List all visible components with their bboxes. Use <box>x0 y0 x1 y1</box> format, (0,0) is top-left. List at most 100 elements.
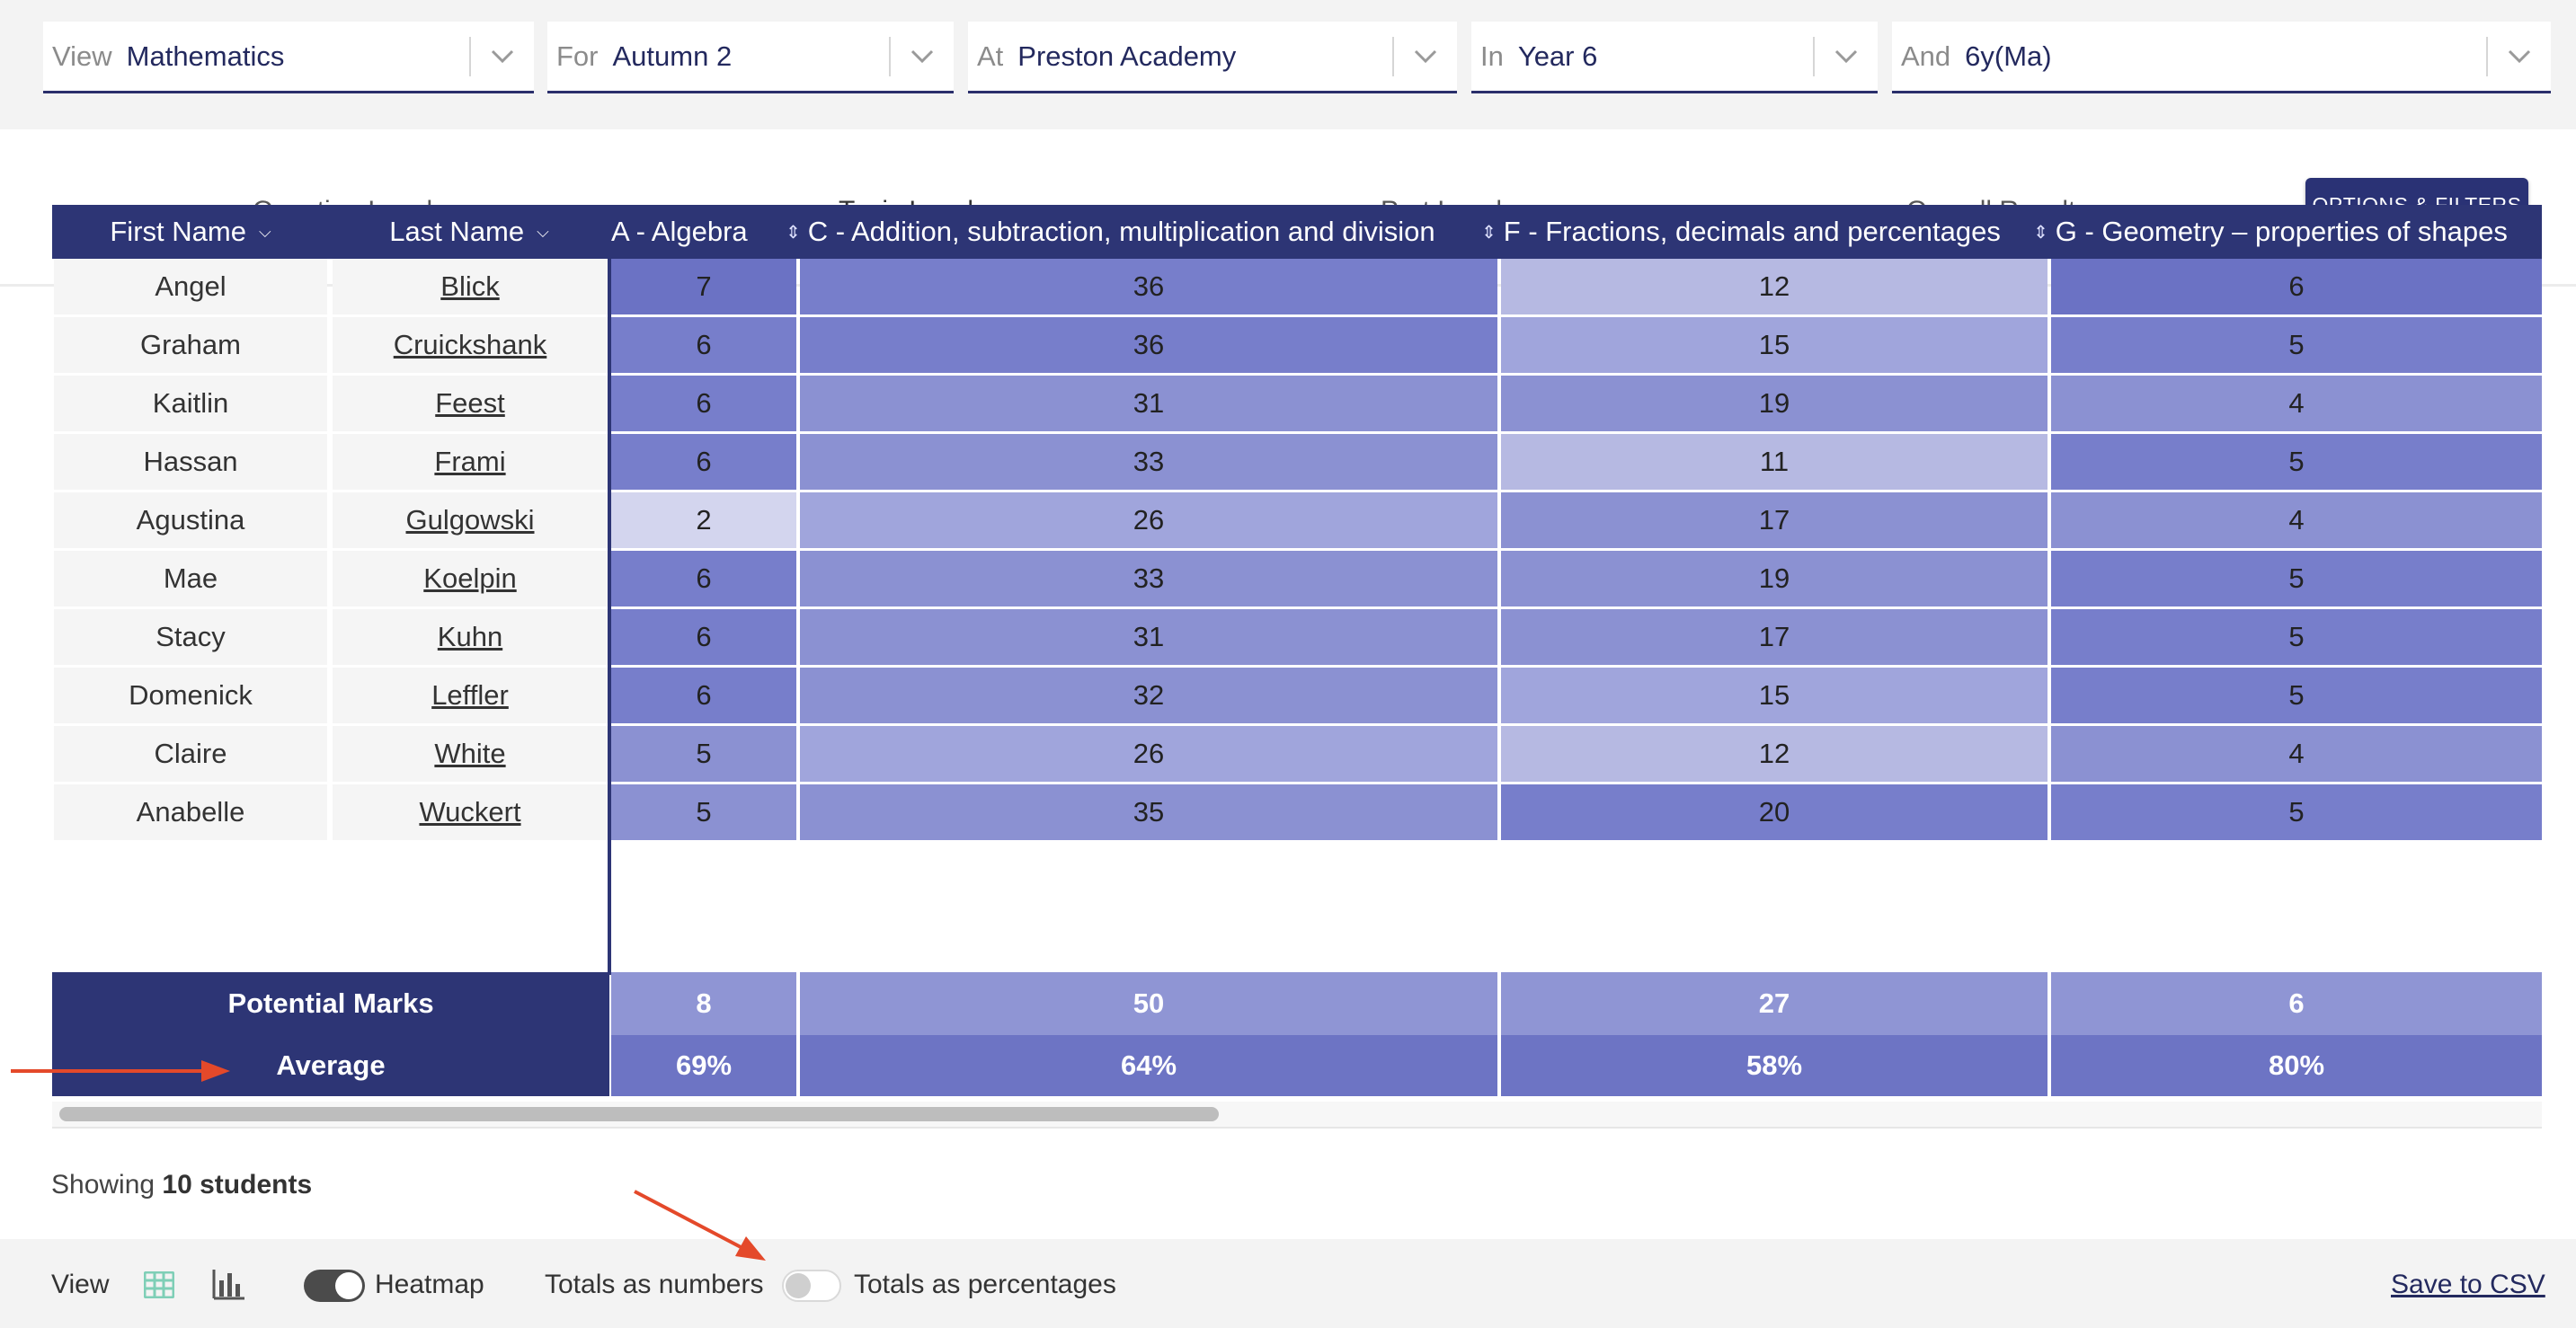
score-cell: 35 <box>800 784 1497 840</box>
last-name-link[interactable]: Blick <box>333 259 608 314</box>
score-cell: 20 <box>1501 784 2047 840</box>
average-cell: 64% <box>800 1035 1497 1096</box>
score-cell: 17 <box>1501 492 2047 548</box>
first-name-cell: Anabelle <box>54 784 327 840</box>
potential-marks-cell: 8 <box>611 972 796 1035</box>
scrollbar-thumb[interactable] <box>59 1107 1219 1121</box>
filter-value: Mathematics <box>126 40 285 72</box>
table-view-icon[interactable] <box>143 1270 175 1299</box>
filter-class[interactable]: And 6y(Ma) <box>1892 22 2551 93</box>
horizontal-scrollbar[interactable] <box>52 1102 2542 1129</box>
heatmap-toggle[interactable] <box>304 1270 365 1302</box>
score-cell: 31 <box>800 376 1497 431</box>
last-name-link[interactable]: Leffler <box>333 668 608 723</box>
totals-percentages-label: Totals as percentages <box>854 1270 1116 1299</box>
showing-count: Showing 10 students <box>51 1170 313 1200</box>
score-cell: 2 <box>611 492 796 548</box>
last-name-link[interactable]: White <box>333 726 608 782</box>
student-count: 10 students <box>162 1170 313 1200</box>
topic-header-algebra[interactable]: A - Algebra <box>611 216 748 247</box>
score-cell: 4 <box>2051 726 2542 782</box>
score-cell: 6 <box>611 668 796 723</box>
first-name-cell: Kaitlin <box>54 376 327 431</box>
score-cell: 36 <box>800 259 1497 314</box>
score-cell: 17 <box>1501 609 2047 665</box>
view-label: View <box>51 1270 110 1299</box>
last-name-link[interactable]: Gulgowski <box>333 492 608 548</box>
first-name-cell: Angel <box>54 259 327 314</box>
chevron-down-icon: ⌵ <box>258 222 271 241</box>
score-cell: 6 <box>611 434 796 490</box>
filter-subject[interactable]: View Mathematics <box>43 22 534 93</box>
last-name-link[interactable]: Cruickshank <box>333 317 608 373</box>
potential-marks-cell: 27 <box>1501 972 2047 1035</box>
table-row: Anabelle Wuckert 5 35 20 5 <box>52 784 2542 843</box>
score-cell: 5 <box>2051 668 2542 723</box>
filter-value: Preston Academy <box>1017 40 1237 72</box>
last-name-link[interactable]: Kuhn <box>333 609 608 665</box>
score-cell: 4 <box>2051 492 2542 548</box>
table-row: Claire White 5 26 12 4 <box>52 726 2542 784</box>
chevron-down-icon[interactable] <box>891 49 954 64</box>
filter-term[interactable]: For Autumn 2 <box>547 22 954 93</box>
filter-year[interactable]: In Year 6 <box>1471 22 1878 93</box>
score-cell: 15 <box>1501 317 2047 373</box>
table-row: Angel Blick 7 36 12 6 <box>52 259 2542 317</box>
first-name-cell: Graham <box>54 317 327 373</box>
score-cell: 5 <box>2051 609 2542 665</box>
chevron-down-icon: ⌵ <box>537 222 549 241</box>
chevron-down-icon[interactable] <box>1815 49 1878 64</box>
score-cell: 6 <box>611 317 796 373</box>
chevron-down-icon[interactable] <box>471 49 534 64</box>
score-cell: 31 <box>800 609 1497 665</box>
table-row: Hassan Frami 6 33 11 5 <box>52 434 2542 492</box>
score-cell: 5 <box>611 784 796 840</box>
score-cell: 11 <box>1501 434 2047 490</box>
filter-prefix: At <box>977 40 1004 72</box>
last-name-header[interactable]: Last Name ⌵ <box>389 216 549 247</box>
score-cell: 36 <box>800 317 1497 373</box>
first-name-cell: Hassan <box>54 434 327 490</box>
filter-value: Year 6 <box>1517 40 1598 72</box>
table-row: Graham Cruickshank 6 36 15 5 <box>52 317 2542 376</box>
score-cell: 33 <box>800 551 1497 606</box>
table-row: Stacy Kuhn 6 31 17 5 <box>52 609 2542 668</box>
average-cell: 69% <box>611 1035 796 1096</box>
score-cell: 26 <box>800 726 1497 782</box>
score-cell: 5 <box>2051 317 2542 373</box>
score-cell: 19 <box>1501 376 2047 431</box>
chevron-down-icon[interactable] <box>1394 49 1457 64</box>
filter-prefix: For <box>556 40 599 72</box>
filter-value: Autumn 2 <box>612 40 733 72</box>
first-name-cell: Stacy <box>54 609 327 665</box>
name-score-divider <box>608 205 611 975</box>
score-cell: 26 <box>800 492 1497 548</box>
last-name-link[interactable]: Koelpin <box>333 551 608 606</box>
score-cell: 5 <box>2051 551 2542 606</box>
filter-prefix: In <box>1480 40 1504 72</box>
score-cell: 6 <box>2051 259 2542 314</box>
last-name-link[interactable]: Frami <box>333 434 608 490</box>
score-cell: 4 <box>2051 376 2542 431</box>
first-name-cell: Mae <box>54 551 327 606</box>
score-cell: 19 <box>1501 551 2047 606</box>
first-name-header[interactable]: First Name ⌵ <box>110 216 271 247</box>
save-csv-link[interactable]: Save to CSV <box>2391 1270 2545 1299</box>
potential-marks-label: Potential Marks <box>52 972 609 1035</box>
average-label: Average <box>52 1035 609 1096</box>
potential-marks-cell: 50 <box>800 972 1497 1035</box>
filter-school[interactable]: At Preston Academy <box>968 22 1457 93</box>
chevron-down-icon[interactable] <box>2488 49 2551 64</box>
topic-header-addition[interactable]: ⇕ C - Addition, subtraction, multiplicat… <box>786 216 1435 247</box>
table-header-row: First Name ⌵ Last Name ⌵ A - Algebra ⇕ C… <box>52 205 2542 259</box>
bar-chart-icon[interactable] <box>212 1268 246 1300</box>
last-name-link[interactable]: Wuckert <box>333 784 608 840</box>
filter-prefix: View <box>52 40 112 72</box>
topic-header-fractions[interactable]: ⇕ F - Fractions, decimals and percentage… <box>1481 216 2001 247</box>
topic-header-geometry[interactable]: ⇕ G - Geometry – properties of shapes <box>2033 216 2508 247</box>
table-footer: Potential Marks Average 8 69% 50 64% 27 58% 6 80% <box>52 972 2542 1096</box>
last-name-link[interactable]: Feest <box>333 376 608 431</box>
score-cell: 5 <box>611 726 796 782</box>
totals-toggle[interactable] <box>782 1270 841 1302</box>
table-row: Kaitlin Feest 6 31 19 4 <box>52 376 2542 434</box>
